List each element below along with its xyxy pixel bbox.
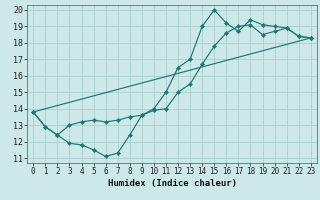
X-axis label: Humidex (Indice chaleur): Humidex (Indice chaleur) [108,179,236,188]
